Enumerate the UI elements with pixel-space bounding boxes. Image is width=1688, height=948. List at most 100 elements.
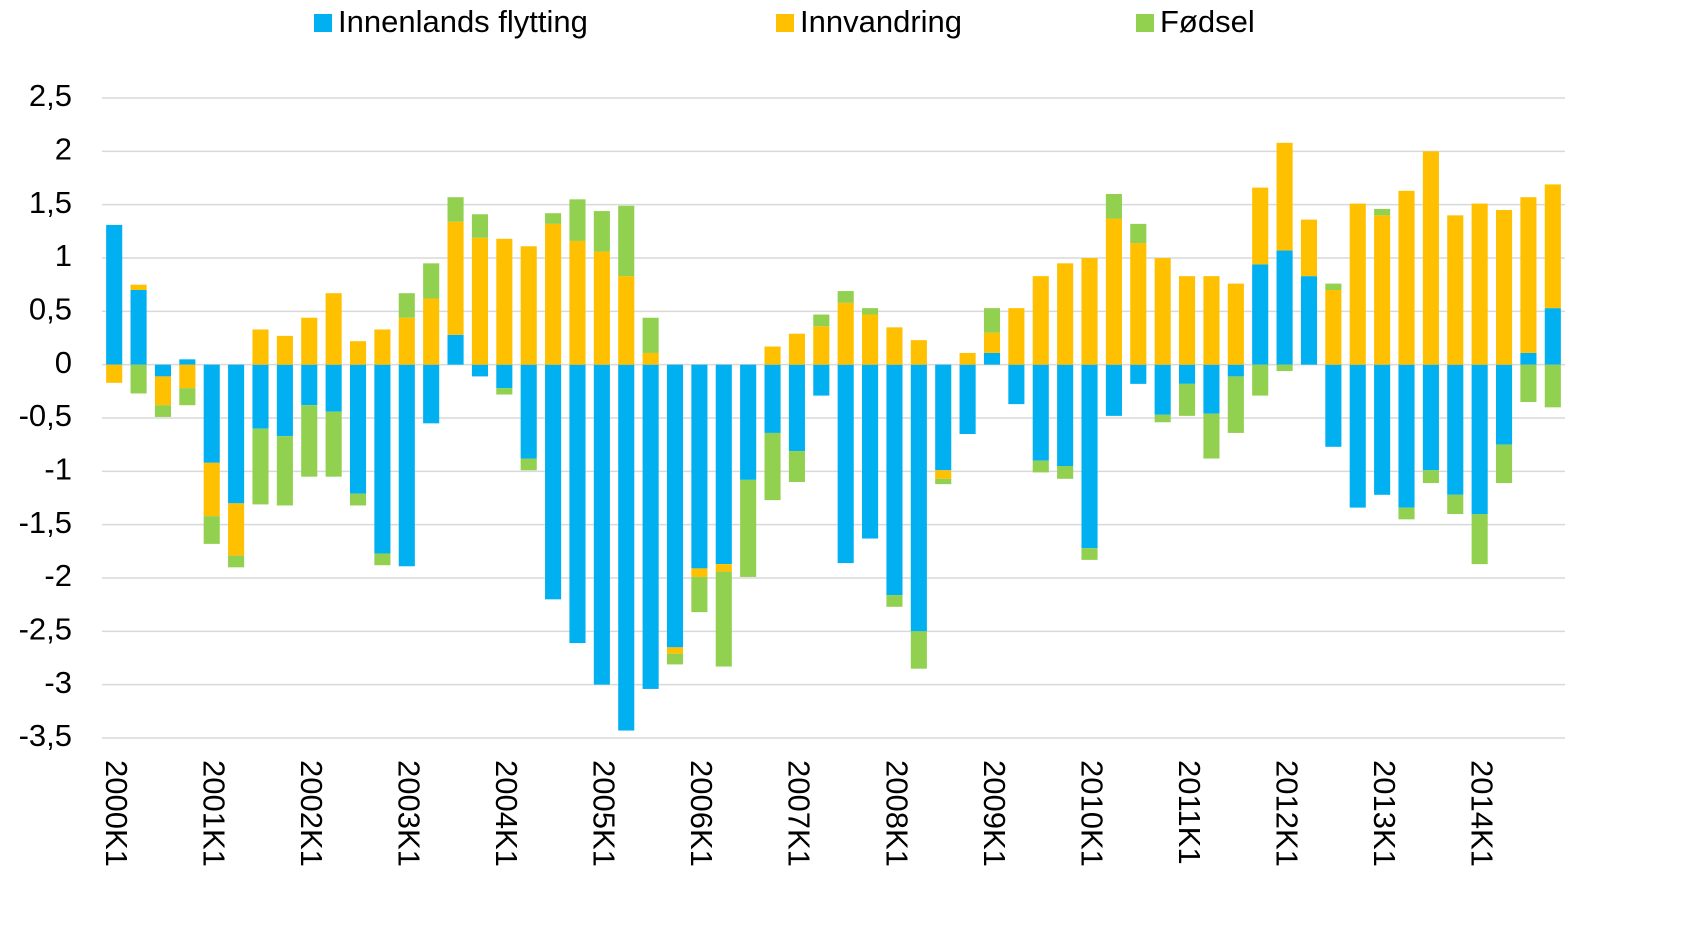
bar xyxy=(935,470,952,479)
bar xyxy=(1179,276,1196,365)
x-tick-label: 2011K1 xyxy=(1172,760,1207,865)
y-tick-label: -1,5 xyxy=(19,505,72,540)
bar xyxy=(1081,548,1098,560)
bar xyxy=(666,653,684,665)
bar xyxy=(1154,414,1171,423)
bar xyxy=(154,405,172,417)
y-tick-label: -0,5 xyxy=(19,398,72,433)
bar xyxy=(203,364,220,463)
bar xyxy=(1544,308,1561,365)
bar xyxy=(106,364,123,383)
bar xyxy=(1325,283,1342,290)
bar xyxy=(1447,215,1464,365)
bar xyxy=(1105,218,1122,365)
bar xyxy=(886,364,903,596)
bar xyxy=(1398,364,1415,508)
bar xyxy=(252,428,269,505)
bar xyxy=(666,364,684,648)
y-tick-label: 0 xyxy=(55,345,72,380)
bar xyxy=(325,411,342,477)
bar xyxy=(1520,364,1537,402)
bar xyxy=(349,493,367,506)
bar xyxy=(715,364,732,565)
bar xyxy=(252,364,269,429)
bar xyxy=(447,334,464,365)
bar xyxy=(179,388,196,406)
bar xyxy=(788,451,805,482)
bar xyxy=(1374,208,1391,216)
bar xyxy=(447,221,464,335)
bar xyxy=(349,341,367,365)
bar xyxy=(154,364,172,377)
bar xyxy=(983,352,1001,365)
bar xyxy=(837,291,854,303)
bar xyxy=(1447,364,1464,495)
bar xyxy=(935,478,952,485)
bar xyxy=(1325,364,1342,447)
bar xyxy=(1495,444,1513,484)
bar xyxy=(593,211,610,252)
bar xyxy=(1471,514,1488,565)
bar xyxy=(1447,494,1464,514)
x-tick-label: 2005K1 xyxy=(587,760,622,867)
bar xyxy=(1252,264,1269,365)
bar xyxy=(423,263,440,299)
bar xyxy=(1057,364,1074,466)
bar xyxy=(910,364,927,632)
bar xyxy=(569,240,586,365)
bar xyxy=(813,326,830,365)
bar xyxy=(959,352,976,365)
bar xyxy=(1374,215,1391,365)
bar xyxy=(252,329,269,365)
bar xyxy=(569,364,586,644)
bar xyxy=(618,276,635,365)
x-tick-label: 2009K1 xyxy=(977,760,1012,867)
bar xyxy=(593,364,610,685)
bar xyxy=(545,213,562,224)
bar xyxy=(642,352,659,365)
bar xyxy=(983,308,1001,333)
bar xyxy=(862,308,879,315)
x-tick-label: 2004K1 xyxy=(489,760,524,867)
bar xyxy=(1300,219,1318,277)
bar xyxy=(642,317,659,353)
bar xyxy=(545,223,562,365)
bar xyxy=(1032,460,1049,473)
bar xyxy=(691,568,708,577)
x-tick-label: 2000K1 xyxy=(99,760,134,867)
bar xyxy=(130,284,147,290)
bar xyxy=(1203,413,1220,459)
x-tick-label: 2002K1 xyxy=(294,760,329,867)
bar xyxy=(910,340,927,365)
bar xyxy=(423,298,440,365)
bar xyxy=(374,553,391,566)
bar xyxy=(423,364,440,424)
bar xyxy=(1130,243,1147,365)
bar xyxy=(1398,190,1415,365)
bar xyxy=(1422,364,1439,471)
bar xyxy=(715,571,732,667)
bar xyxy=(1374,364,1391,495)
bar xyxy=(1130,364,1147,384)
bar xyxy=(813,364,830,396)
bar xyxy=(1081,364,1098,549)
bar xyxy=(1276,142,1293,251)
bar xyxy=(447,197,464,222)
bar xyxy=(228,555,245,568)
bar xyxy=(496,238,513,365)
legend-swatch xyxy=(314,14,332,32)
bar xyxy=(1325,290,1342,365)
bar xyxy=(935,364,952,471)
bar xyxy=(1252,187,1269,265)
x-tick-label: 2003K1 xyxy=(392,760,427,867)
bar xyxy=(764,346,781,365)
x-tick-label: 2013K1 xyxy=(1367,760,1402,867)
bar xyxy=(1154,258,1171,365)
bar xyxy=(276,436,293,506)
bar xyxy=(228,503,245,556)
x-tick-label: 2014K1 xyxy=(1464,760,1499,867)
bar xyxy=(1057,466,1074,479)
bar xyxy=(1495,364,1513,445)
bar xyxy=(1008,308,1025,365)
